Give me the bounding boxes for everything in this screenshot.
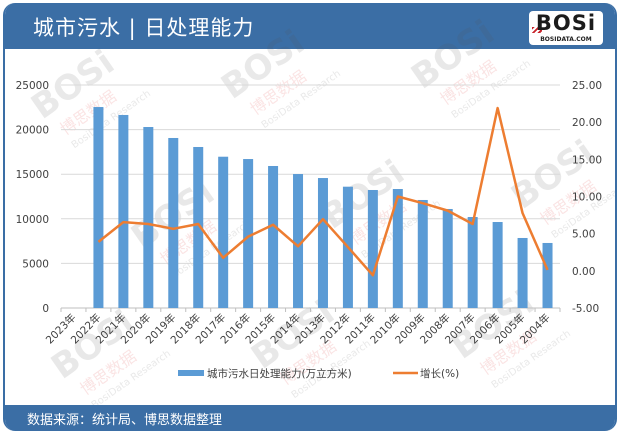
right-axis-tick: 0.00 [572, 266, 595, 278]
bar [392, 189, 403, 308]
left-axis-tick: 5000 [22, 258, 49, 270]
right-axis: -5.00 0.00 5.00 10.00 15.00 20.00 25.00 [572, 80, 602, 315]
right-axis-tick: -5.00 [572, 303, 599, 315]
right-axis-tick: 20.00 [572, 117, 602, 129]
data-source: 数据来源：统计局、博思数据整理 [27, 413, 223, 428]
bar [93, 107, 104, 308]
left-axis-tick: 0 [42, 303, 49, 315]
left-axis: 0 5000 10000 15000 20000 25000 [16, 80, 49, 315]
left-axis-tick: 20000 [16, 125, 49, 137]
right-axis-tick: 15.00 [572, 154, 602, 166]
bar [193, 146, 204, 308]
bar [293, 174, 304, 308]
bar [143, 127, 154, 308]
right-axis-tick: 10.00 [572, 192, 602, 204]
bar [542, 242, 553, 308]
footer-bar: 数据来源：统计局、博思数据整理 [5, 405, 615, 431]
bar [168, 137, 179, 308]
logo-text: BOSi [535, 11, 597, 35]
left-axis-tick: 15000 [16, 169, 49, 181]
page-title: 城市污水 | 日处理能力 [33, 16, 255, 40]
bar [442, 208, 453, 308]
chart-card: 城市污水 | 日处理能力 BOSi BOSIDATA.COM BOSi 博思数据 B… [3, 3, 617, 431]
bar [317, 178, 328, 308]
growth-line [97, 106, 549, 277]
logo-stripe-icon [532, 27, 542, 33]
legend-bar-swatch [178, 370, 204, 376]
bosi-logo: BOSi BOSIDATA.COM [529, 11, 603, 45]
bar [517, 237, 528, 308]
legend-line-label: 增长(%) [420, 367, 459, 380]
bar [492, 222, 503, 308]
bar [367, 189, 378, 308]
left-axis-tick: 25000 [16, 80, 49, 92]
bar [243, 159, 254, 308]
header-bar: 城市污水 | 日处理能力 BOSi BOSIDATA.COM [5, 3, 615, 49]
bar [268, 165, 279, 308]
right-axis-tick: 25.00 [572, 80, 602, 92]
legend: 城市污水日处理能力(万立方米) 增长(%) [178, 367, 459, 380]
bar [417, 199, 428, 308]
line-series [97, 106, 549, 277]
bar [467, 217, 478, 308]
right-axis-tick: 5.00 [572, 229, 595, 241]
gridlines [61, 84, 560, 309]
logo-subtext: BOSIDATA.COM [540, 36, 592, 43]
bar [218, 156, 229, 308]
left-axis-tick: 10000 [16, 214, 49, 226]
bar [118, 114, 129, 309]
legend-bar-label: 城市污水日处理能力(万立方米) [207, 367, 352, 380]
